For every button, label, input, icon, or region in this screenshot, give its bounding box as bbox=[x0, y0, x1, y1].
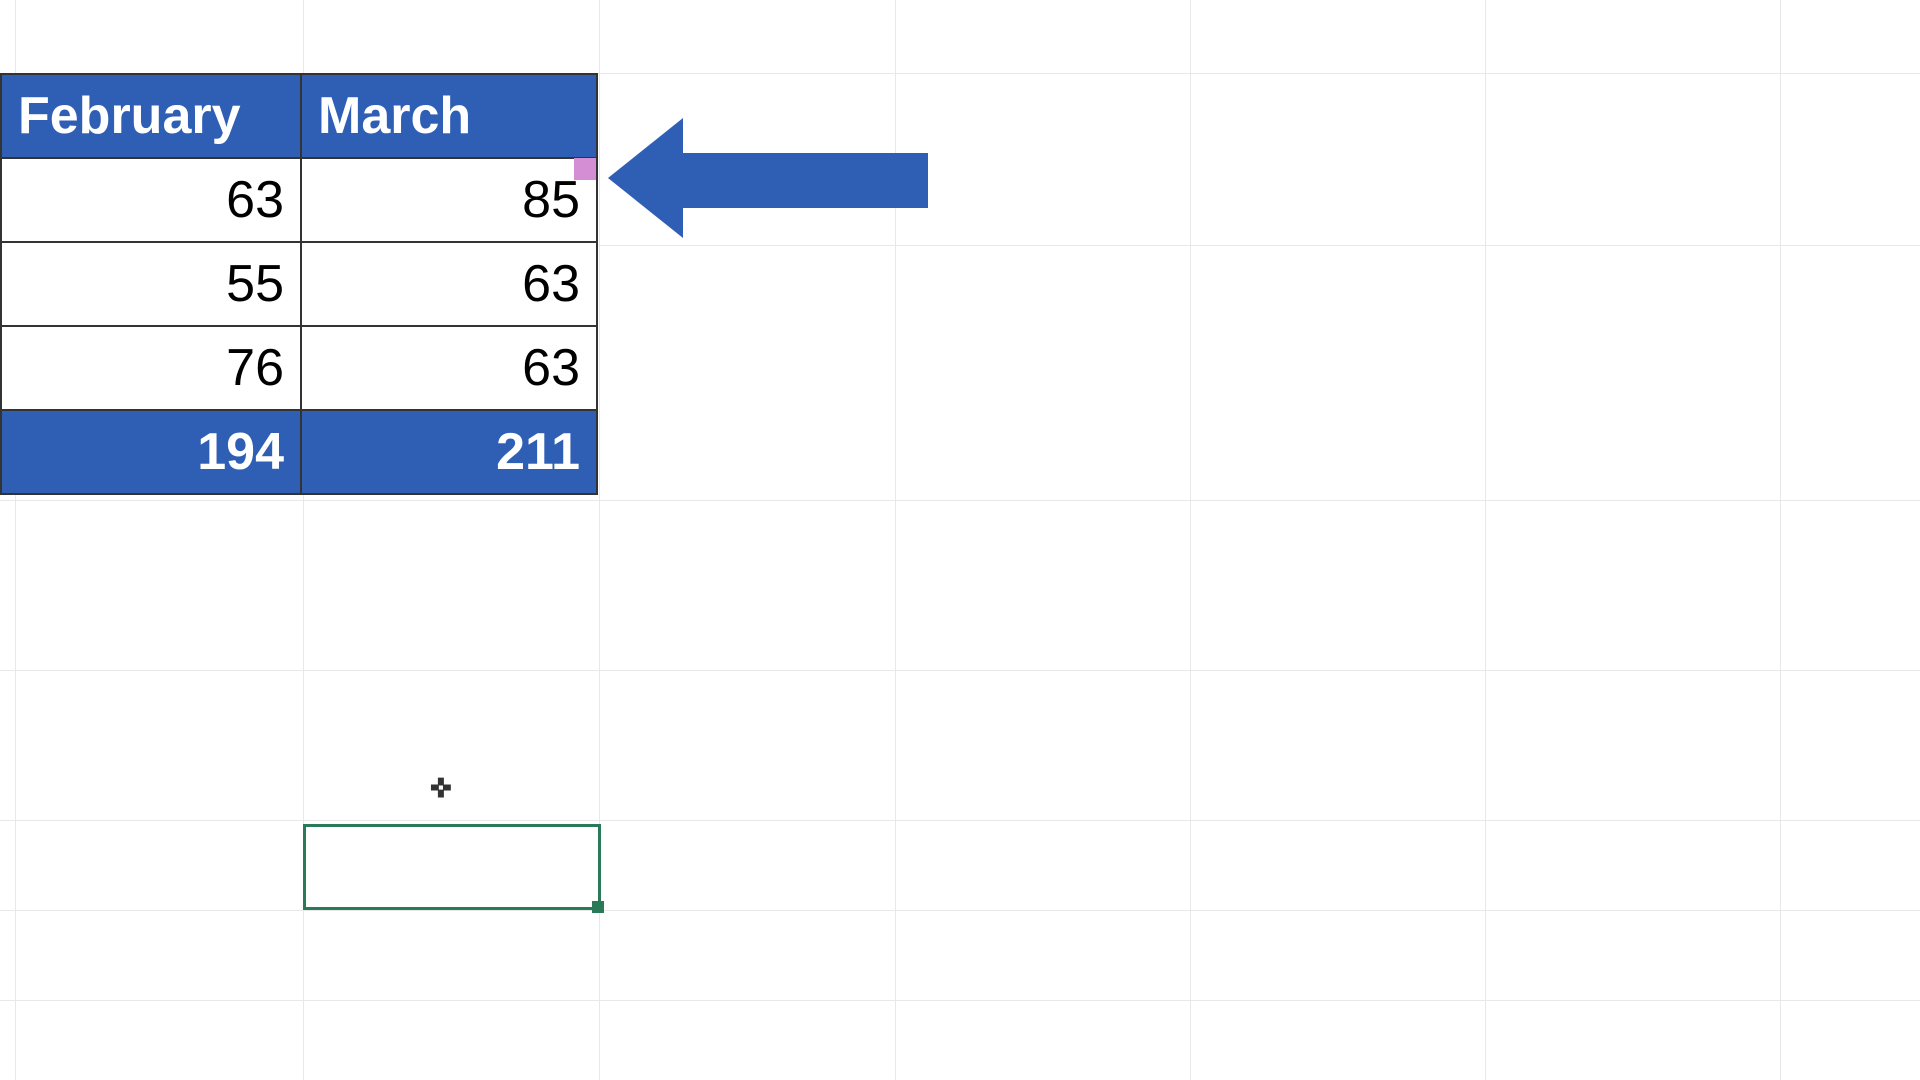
arrow-shaft bbox=[668, 153, 928, 208]
total-mar[interactable]: 211 bbox=[301, 410, 597, 494]
cell-feb-2[interactable]: 55 bbox=[1, 242, 301, 326]
cell-feb-3[interactable]: 76 bbox=[1, 326, 301, 410]
total-row[interactable]: 194 211 bbox=[1, 410, 597, 494]
cell-mar-1[interactable]: 85 bbox=[301, 158, 597, 242]
arrow-annotation bbox=[608, 118, 928, 238]
data-table[interactable]: February March 63 85 55 63 76 63 194 211 bbox=[0, 73, 598, 495]
cursor-icon: ✜ bbox=[430, 773, 452, 804]
table-row[interactable]: 63 85 bbox=[1, 158, 597, 242]
fill-handle[interactable] bbox=[592, 901, 604, 913]
header-february[interactable]: February bbox=[1, 74, 301, 158]
comment-marker[interactable] bbox=[574, 158, 596, 180]
header-march[interactable]: March bbox=[301, 74, 597, 158]
cell-mar-2[interactable]: 63 bbox=[301, 242, 597, 326]
table-row[interactable]: 55 63 bbox=[1, 242, 597, 326]
cell-feb-1[interactable]: 63 bbox=[1, 158, 301, 242]
table-row[interactable]: 76 63 bbox=[1, 326, 597, 410]
cell-mar-3[interactable]: 63 bbox=[301, 326, 597, 410]
total-feb[interactable]: 194 bbox=[1, 410, 301, 494]
header-row[interactable]: February March bbox=[1, 74, 597, 158]
selected-cell[interactable] bbox=[303, 824, 601, 910]
